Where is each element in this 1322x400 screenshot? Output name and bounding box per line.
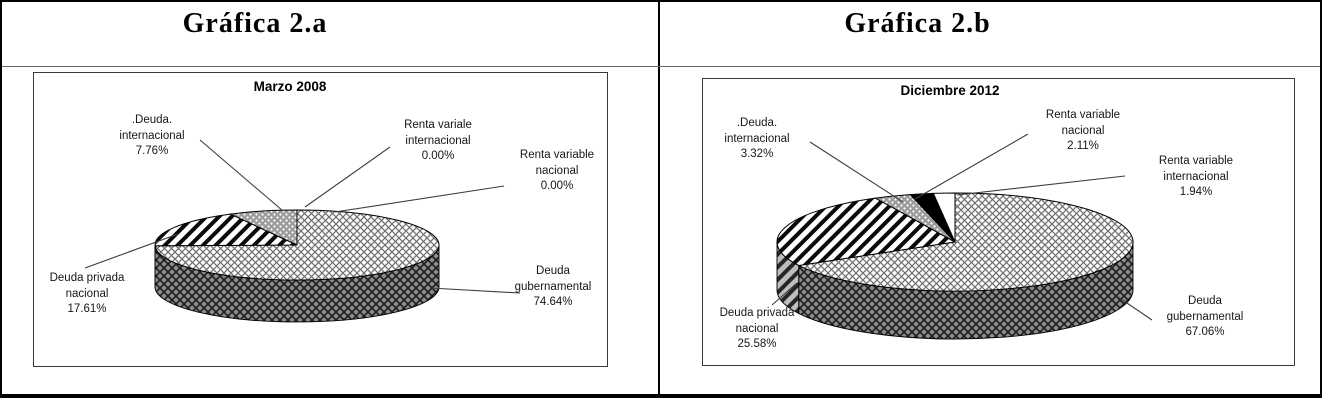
slice-label-renta-variable-internacional-2012: Renta variable internacional 1.94% [1158, 155, 1234, 198]
label-leader-line [914, 133, 1029, 200]
chart-title-diciembre-2012: Diciembre 2012 [900, 83, 1000, 98]
figure-title-left: Gráfica 2.a [182, 8, 328, 39]
pie-chart-diciembre-2012 [771, 133, 1153, 340]
slice-label-renta-variable-nacional-2008: Renta variable nacional 0.00% [519, 149, 595, 192]
title-row-separator [2, 66, 1320, 67]
slice-label-gubernamental-2008: Deuda gubernamental 74.64% [514, 265, 592, 308]
slice-label-privada-nacional-2012: Deuda privada nacional 25.58% [719, 307, 795, 350]
chart-title-marzo-2008: Marzo 2008 [253, 79, 327, 94]
pie-chart-marzo-2008 [84, 139, 521, 323]
label-leader-line [956, 175, 1126, 196]
figure-title-right: Gráfica 2.b [844, 8, 991, 39]
label-leader-line [334, 185, 505, 213]
label-leader-line [771, 282, 798, 306]
slice-label-renta-variable-internacional-2008: Renta variale internacional 0.00% [404, 119, 472, 162]
label-leader-line [199, 139, 284, 212]
slice-label-gubernamental-2012: Deuda gubernamental 67.06% [1166, 295, 1244, 338]
label-leader-line [84, 233, 179, 269]
label-leader-line [809, 141, 904, 203]
label-leader-line [429, 287, 521, 294]
panel-divider [658, 0, 660, 394]
label-leader-line [1117, 296, 1153, 321]
label-leader-line [304, 146, 391, 208]
slice-label-renta-variable-nacional-2012: Renta variable nacional 2.11% [1045, 109, 1121, 152]
slice-label-deuda-internacional-2012: .Deuda. internacional 3.32% [724, 117, 790, 160]
slice-label-privada-nacional-2008: Deuda privada nacional 17.61% [49, 272, 125, 315]
slice-label-deuda-internacional-2008: .Deuda. internacional 7.76% [119, 114, 185, 157]
